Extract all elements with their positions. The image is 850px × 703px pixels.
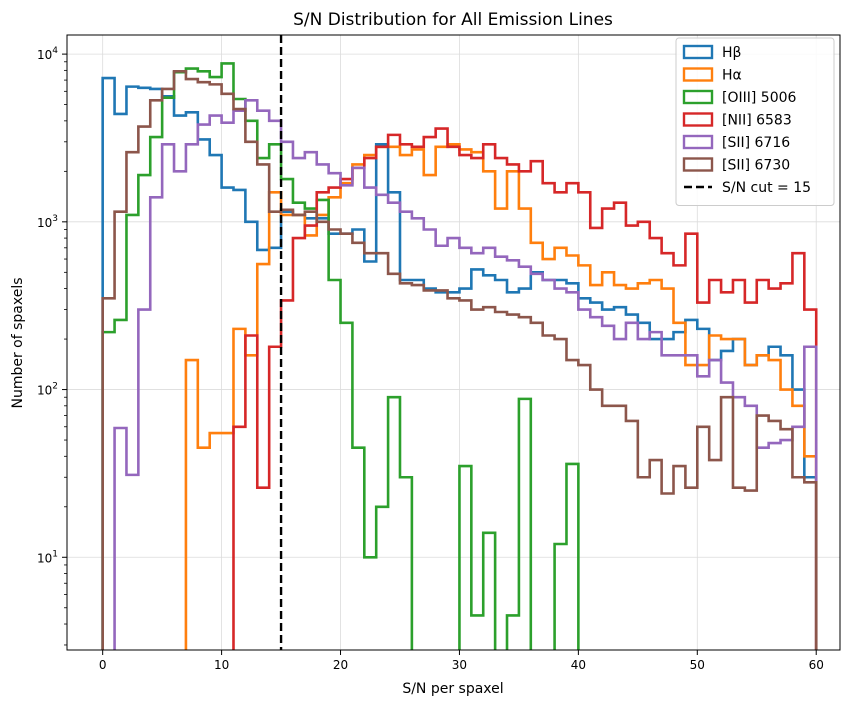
series-line-5	[113, 99, 818, 650]
x-tick-label: 40	[571, 658, 586, 672]
x-axis-label: S/N per spaxel	[402, 681, 503, 697]
legend-swatch	[682, 89, 714, 105]
legend-label: S/N cut = 15	[722, 180, 811, 196]
x-tick-label: 20	[333, 658, 348, 672]
series-line-4	[232, 127, 818, 650]
x-tick-label: 10	[214, 658, 229, 672]
legend-swatch	[682, 112, 714, 127]
legend-label: [NII] 6583	[722, 113, 792, 129]
chart-title: S/N Distribution for All Emission Lines	[293, 10, 613, 30]
plot-frame	[66, 34, 841, 651]
series-line-1	[101, 76, 818, 650]
legend-box	[675, 37, 835, 206]
series-line-6	[101, 69, 818, 650]
legend-label: [OIII] 5006	[722, 90, 797, 106]
series-group	[101, 62, 818, 650]
y-tick-label: 102	[37, 382, 58, 398]
legend-swatch	[682, 157, 714, 172]
legend-label: [SII] 6716	[722, 135, 790, 151]
legend-swatch	[682, 134, 714, 150]
axis-ticks: 0 10 20 30 40 50 60 101 102 103 104	[37, 46, 824, 672]
x-tick-label: 50	[690, 658, 705, 672]
y-tick-label: 103	[37, 214, 58, 230]
series-line-3	[101, 62, 580, 650]
x-tick-label: 0	[99, 658, 107, 672]
legend-label: [SII] 6730	[722, 158, 790, 174]
x-tick-label: 60	[809, 658, 824, 672]
y-tick-label: 104	[37, 46, 58, 62]
y-axis-label: Number of spaxels	[10, 277, 26, 408]
x-tick-label: 30	[452, 658, 467, 672]
y-tick-label: 101	[37, 549, 58, 565]
legend-label: Hβ	[722, 45, 741, 61]
legend-swatch	[682, 44, 714, 60]
legend-label: Hα	[722, 68, 742, 84]
legend: Hβ Hα [OIII] 5006 [NII] 6583 [SII] 6716 [SII]…	[675, 37, 835, 206]
legend-swatch	[682, 67, 714, 82]
